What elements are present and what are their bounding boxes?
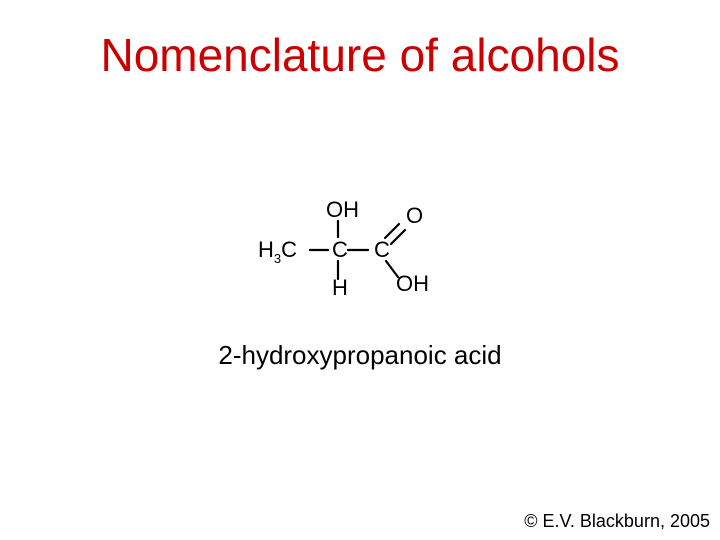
svg-text:C: C <box>374 237 390 262</box>
svg-text:C: C <box>332 237 348 262</box>
molecule-svg: H3COHCHCOOH <box>250 195 460 305</box>
copyright-footer: © E.V. Blackburn, 2005 <box>524 511 710 532</box>
svg-text:H: H <box>332 275 348 300</box>
slide: Nomenclature of alcohols H3COHCHCOOH 2-h… <box>0 0 720 540</box>
compound-name: 2-hydroxypropanoic acid <box>0 340 720 371</box>
svg-text:H3C: H3C <box>258 237 297 266</box>
svg-text:O: O <box>406 203 423 228</box>
svg-text:OH: OH <box>396 271 429 296</box>
slide-title: Nomenclature of alcohols <box>0 30 720 81</box>
molecule-structure: H3COHCHCOOH <box>250 195 460 305</box>
svg-text:OH: OH <box>326 197 359 222</box>
